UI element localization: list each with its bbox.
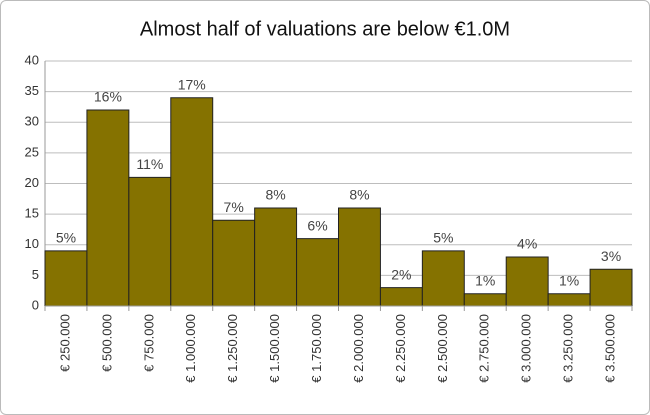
value-label: 8% [265, 187, 285, 203]
value-label: 7% [224, 199, 244, 215]
value-label: 6% [307, 217, 327, 233]
bar [463, 293, 507, 307]
y-tick-label: 20 [25, 175, 39, 190]
value-label: 17% [178, 76, 206, 92]
bar [128, 176, 172, 307]
x-tick-label: € 1.000.000 [183, 314, 198, 383]
y-tick-label: 15 [25, 206, 39, 221]
bar [421, 250, 465, 307]
value-label: 5% [433, 230, 453, 246]
x-tick-label: € 1.750.000 [309, 314, 324, 383]
y-tick-label: 40 [25, 52, 39, 67]
x-tick-label: € 2.250.000 [393, 314, 408, 383]
bar [589, 268, 633, 307]
bar [86, 109, 130, 307]
x-tick-label: € 250.000 [57, 314, 72, 372]
value-label: 16% [94, 89, 122, 105]
x-tick-label: € 3.000.000 [519, 314, 534, 383]
bar [254, 207, 298, 307]
value-label: 2% [391, 266, 411, 282]
x-tick-label: € 750.000 [141, 314, 156, 372]
x-tick-label: € 1.250.000 [225, 314, 240, 383]
value-label: 3% [601, 248, 621, 264]
x-tick-label: € 2.750.000 [477, 314, 492, 383]
bar [505, 256, 549, 307]
y-tick-label: 30 [25, 114, 39, 129]
y-tick-label: 25 [25, 144, 39, 159]
chart-title: Almost half of valuations are below €1.0… [140, 18, 510, 40]
x-tick-label: € 2.000.000 [351, 314, 366, 383]
x-tick-label: € 3.250.000 [561, 314, 576, 383]
value-label: 1% [475, 272, 495, 288]
x-tick-label: € 500.000 [99, 314, 114, 372]
value-label: 1% [559, 272, 579, 288]
bar [338, 207, 381, 307]
value-label: 4% [517, 236, 537, 252]
value-label: 11% [136, 156, 163, 172]
value-label: 8% [349, 187, 369, 203]
bar [170, 97, 214, 307]
value-label: 5% [56, 230, 76, 246]
bar [296, 238, 340, 307]
y-tick-label: 5 [32, 267, 39, 282]
x-tick-label: € 3.500.000 [602, 314, 617, 383]
y-tick-label: 0 [32, 297, 39, 312]
bar [44, 250, 88, 307]
bar [379, 287, 423, 307]
y-tick-label: 10 [25, 236, 39, 251]
bar [547, 293, 591, 307]
x-tick-label: € 1.500.000 [267, 314, 282, 383]
x-tick-label: € 2.500.000 [435, 314, 450, 383]
y-tick-label: 35 [25, 83, 39, 98]
bar [212, 219, 256, 307]
